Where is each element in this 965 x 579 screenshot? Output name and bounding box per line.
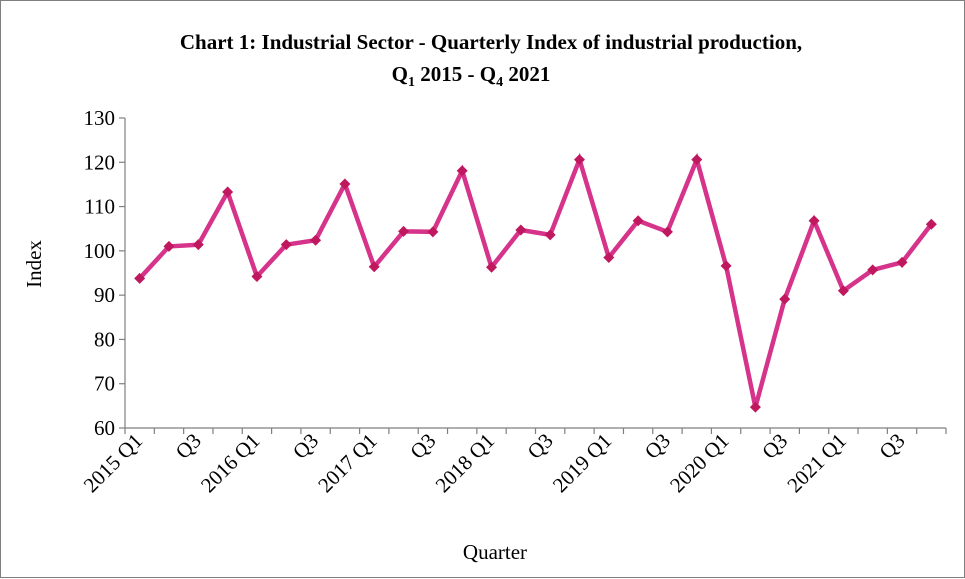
data-point-marker bbox=[896, 256, 908, 268]
data-point-marker bbox=[691, 154, 703, 166]
data-point-marker bbox=[192, 239, 204, 251]
data-point-marker bbox=[867, 264, 879, 276]
series-markers bbox=[134, 154, 937, 413]
chart-title-line1: Chart 1: Industrial Sector - Quarterly I… bbox=[180, 30, 802, 54]
x-tick-label: 2020 Q1 bbox=[665, 429, 734, 498]
data-point-marker bbox=[661, 226, 673, 238]
data-point-marker bbox=[603, 252, 615, 263]
data-point-marker bbox=[573, 154, 585, 166]
data-point-marker bbox=[427, 226, 439, 238]
y-tick-label: 120 bbox=[84, 150, 116, 174]
data-point-marker bbox=[720, 260, 732, 272]
y-tick-label: 130 bbox=[84, 106, 116, 130]
series-polyline bbox=[138, 152, 934, 408]
data-point-marker bbox=[544, 229, 556, 241]
x-tick-label: 2018 Q1 bbox=[431, 429, 500, 498]
data-point-marker bbox=[251, 271, 263, 283]
x-tick-label: Q3 bbox=[405, 429, 440, 464]
y-axis-label: Index bbox=[22, 240, 46, 288]
data-point-marker bbox=[368, 261, 380, 273]
x-tick-label: Q3 bbox=[288, 429, 323, 464]
data-point-marker bbox=[456, 165, 468, 177]
data-point-marker bbox=[310, 234, 322, 246]
data-point-marker bbox=[163, 240, 175, 252]
x-tick-label: 2019 Q1 bbox=[548, 429, 617, 498]
y-tick-label: 60 bbox=[94, 416, 115, 440]
data-point-marker bbox=[749, 401, 761, 413]
x-tick-label: 2017 Q1 bbox=[313, 429, 382, 498]
y-tick-label: 80 bbox=[94, 327, 115, 351]
data-point-marker bbox=[515, 224, 527, 236]
x-axis-label: Quarter bbox=[463, 540, 527, 564]
data-point-marker bbox=[808, 215, 820, 227]
data-point-marker bbox=[925, 218, 937, 230]
data-point-marker bbox=[339, 178, 351, 190]
y-tick-label: 70 bbox=[94, 372, 115, 396]
title-q-prefix: Q bbox=[392, 62, 408, 86]
data-point-marker bbox=[134, 272, 146, 284]
x-tick-label: Q3 bbox=[757, 429, 792, 464]
x-tick-label: Q3 bbox=[171, 429, 206, 464]
data-point-marker bbox=[779, 293, 791, 305]
data-point-marker bbox=[398, 225, 410, 237]
x-tick-label: Q3 bbox=[640, 429, 675, 464]
series-line bbox=[138, 152, 934, 408]
y-tick-label: 100 bbox=[84, 239, 116, 263]
data-point-marker bbox=[222, 186, 234, 198]
x-tick-label: 2021 Q1 bbox=[782, 429, 851, 498]
y-tick-label: 110 bbox=[84, 195, 115, 219]
data-point-marker bbox=[632, 215, 644, 227]
y-tick-labels: 60 70 80 90 100 110 120 130 bbox=[84, 106, 116, 440]
x-tick-label: Q3 bbox=[874, 429, 909, 464]
data-point-marker bbox=[486, 261, 498, 273]
title-subscript-4: 4 bbox=[496, 75, 503, 90]
title-middle: 2015 - Q bbox=[415, 62, 496, 86]
x-tick-label: 2016 Q1 bbox=[196, 429, 265, 498]
axes bbox=[119, 117, 947, 434]
y-tick-label: 90 bbox=[94, 283, 115, 307]
title-end: 2021 bbox=[503, 62, 550, 86]
chart-title-line2: Q1 2015 - Q4 2021 bbox=[392, 62, 551, 90]
data-point-marker bbox=[280, 239, 292, 251]
data-point-marker bbox=[837, 285, 849, 297]
x-tick-label: Q3 bbox=[523, 429, 558, 464]
title-subscript-1: 1 bbox=[408, 75, 415, 90]
